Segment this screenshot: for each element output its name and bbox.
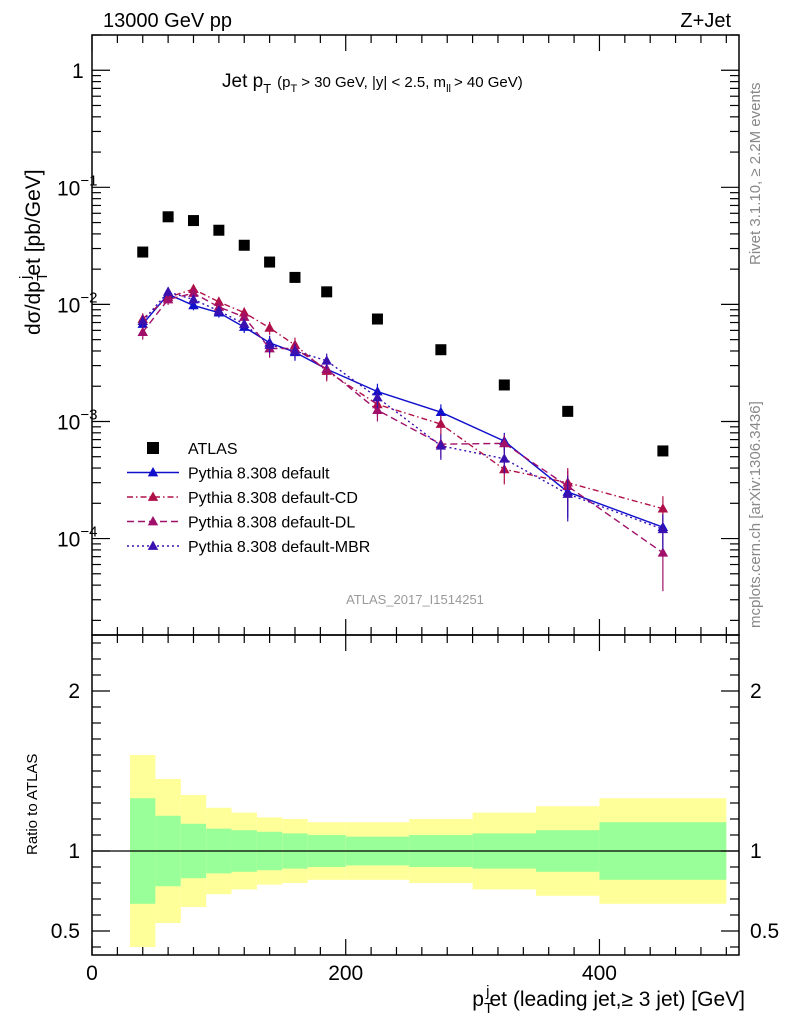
triangle-marker [289,345,301,355]
legend-marker [147,540,159,550]
square-marker [264,256,276,268]
triangle-marker [162,286,174,296]
ratio-y-tick-label: 1 [68,840,80,863]
triangle-marker [188,294,199,304]
ratio-y-tick-label-right: 2 [750,680,762,703]
legend-marker [147,442,159,454]
triangle-marker [435,406,447,417]
x-tick-label: 400 [582,962,617,985]
mcplots-label: mcplots.cern.ch [arXiv:1306.3436] [747,401,764,628]
triangle-marker [499,453,510,463]
ratio-y-tick-label-right: 0.5 [750,920,779,943]
y-tick-label: 1 [72,60,84,83]
y-tick-exponent: −3 [80,406,97,423]
legend-marker [147,467,159,477]
energy-label: 13000 GeV pp [103,10,232,32]
square-marker [435,344,447,356]
triangle-marker [264,322,275,332]
xlabel: pTjet (leading jet,≥ 3 jet) [GeV] [472,983,745,1017]
legend-label: Pythia 8.308 default-MBR [188,539,370,556]
legend-marker [147,516,159,526]
ratio-bands [92,755,739,947]
main-ylabel: dσ/dpTjet [pb/GeV] [17,169,51,335]
legend-marker [147,491,159,501]
legend-label: Pythia 8.308 default-DL [188,515,355,532]
y-tick-exponent: −1 [80,172,97,189]
ratio-y-tick-label: 0.5 [51,920,80,943]
x-tick-label: 200 [328,962,363,985]
y-tick-label: 10−3 [57,406,97,434]
triangle-marker [213,305,225,315]
square-marker [213,224,225,236]
triangle-marker [372,392,383,402]
square-marker [162,211,174,223]
y-tick-exponent: −4 [80,524,97,541]
square-marker [289,271,301,283]
x-tick-label: 0 [86,962,98,985]
ratio-frame [91,634,740,956]
triangle-marker [372,404,383,414]
legend-label: Pythia 8.308 default [188,466,330,483]
ratio-y-tick-label-right: 1 [750,840,762,863]
triangle-marker [499,437,510,448]
triangle-marker [657,503,669,513]
triangle-marker [239,318,250,328]
triangle-marker [657,547,669,557]
triangle-marker [188,287,199,297]
legend-label: Pythia 8.308 default-CD [188,490,358,507]
square-marker [137,246,149,258]
process-label: Z+Jet [680,10,731,32]
square-marker [238,239,250,251]
triangle-marker [264,339,275,349]
legend-label: ATLAS [188,441,238,458]
triangle-marker [562,488,573,498]
square-marker [187,215,199,227]
rivet-label: Rivet 3.1.10, ≥ 2.2M events [747,83,764,266]
triangle-marker [239,311,250,321]
ratio-ylabel: Ratio to ATLAS [24,754,41,855]
square-marker [321,286,333,298]
triangle-marker [213,296,225,306]
triangle-marker [657,523,669,534]
triangle-marker [162,294,174,304]
triangle-marker [137,326,148,336]
analysis-id: ATLAS_2017_I1514251 [346,592,484,607]
ratio-y-tick-label: 2 [68,680,80,703]
triangle-marker [435,440,447,450]
square-marker [498,379,510,391]
triangle-marker [188,299,199,310]
main-series-layer [137,211,669,592]
main-title: Jet pT (pT > 30 GeV, |y| < 2.5, mll > 40 Ge… [222,71,523,96]
y-tick-exponent: −2 [80,289,97,306]
legend: ATLAS Pythia 8.308 default Pythia 8.308 de… [127,441,370,556]
square-marker [371,313,383,325]
square-marker [657,445,669,457]
triangle-marker [137,315,148,325]
triangle-marker [435,418,447,428]
triangle-marker [321,355,332,365]
square-marker [562,405,574,417]
